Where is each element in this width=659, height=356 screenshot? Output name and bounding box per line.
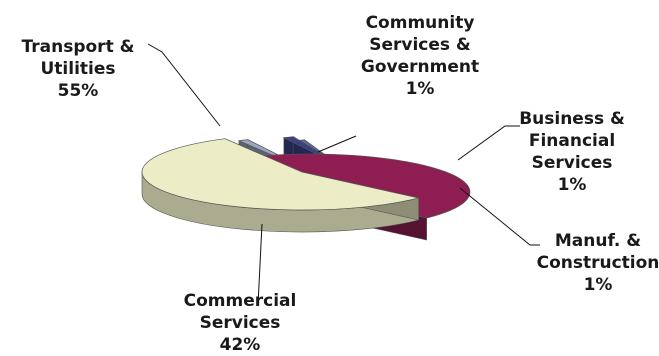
slice-name-line: Services bbox=[532, 153, 613, 173]
slice-value-label: 1% bbox=[558, 175, 587, 195]
slice-name-line: Utilities bbox=[40, 59, 115, 79]
slice-labels: Transport & Utilities 55%Community Services… bbox=[22, 13, 659, 355]
slice-name-line: Commercial bbox=[184, 291, 297, 311]
leader-lines bbox=[147, 43, 540, 306]
slice-label: Commercial Services 42% bbox=[184, 291, 297, 355]
slice-value-label: 42% bbox=[220, 335, 261, 355]
slice-name-line: Community bbox=[366, 13, 475, 33]
slices-layer bbox=[141, 136, 471, 241]
slice-label: Manuf. & Construction 1% bbox=[537, 231, 659, 295]
slice-name-line: Business & bbox=[519, 109, 625, 129]
slice-value-label: 1% bbox=[406, 79, 435, 99]
slice-name-line: Transport & bbox=[22, 37, 135, 57]
slice-name-line: Government bbox=[361, 57, 479, 77]
leader-line bbox=[459, 187, 540, 246]
pie-slice-top bbox=[141, 138, 419, 211]
slice-label: Business & Financial Services 1% bbox=[519, 109, 625, 195]
pie-slice bbox=[141, 138, 419, 233]
slice-name-line: Services bbox=[200, 313, 281, 333]
slice-value-label: 1% bbox=[584, 275, 613, 295]
slice-value-label: 55% bbox=[58, 81, 99, 101]
slice-name-line: Manuf. & bbox=[555, 231, 641, 251]
slice-name-line: Financial bbox=[529, 131, 615, 151]
slice-name-line: Construction bbox=[537, 253, 659, 273]
slice-name-line: Services & bbox=[369, 35, 471, 55]
leader-line bbox=[257, 223, 263, 306]
leader-line bbox=[147, 43, 221, 127]
leader-line bbox=[457, 125, 520, 161]
leader-line bbox=[317, 135, 357, 153]
slice-label: Transport & Utilities 55% bbox=[22, 37, 135, 101]
slice-label: Community Services & Government 1% bbox=[361, 13, 479, 99]
